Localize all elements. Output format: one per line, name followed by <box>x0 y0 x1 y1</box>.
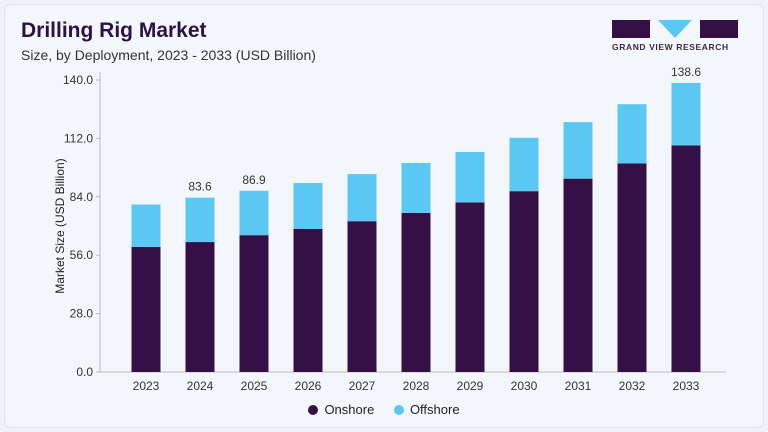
data-label-2033: 138.6 <box>671 65 701 79</box>
bar-onshore-2028 <box>401 212 431 372</box>
bar-onshore-2033 <box>671 145 701 372</box>
grand-view-research-logo <box>612 20 738 38</box>
y-tick-label: 28.0 <box>70 307 94 321</box>
bar-offshore-2030 <box>509 137 539 192</box>
bar-onshore-2026 <box>293 228 323 372</box>
bar-onshore-2029 <box>455 202 485 372</box>
data-label-2024: 83.6 <box>188 180 212 194</box>
legend-swatch-onshore <box>308 404 319 415</box>
bar-offshore-2027 <box>347 174 377 222</box>
x-tick-label: 2029 <box>457 379 484 393</box>
x-tick-label: 2028 <box>403 379 430 393</box>
bar-offshore-2024 <box>185 197 215 243</box>
y-tick-label: 140.0 <box>63 73 93 87</box>
data-label-2025: 86.9 <box>242 173 266 187</box>
bar-onshore-2024 <box>185 242 215 372</box>
bar-offshore-2031 <box>563 122 593 179</box>
x-tick-label: 2025 <box>241 379 268 393</box>
bar-onshore-2031 <box>563 178 593 372</box>
y-tick-label: 56.0 <box>70 248 94 262</box>
y-tick-label: 112.0 <box>64 131 93 145</box>
chart-subtitle: Size, by Deployment, 2023 - 2033 (USD Bi… <box>21 47 316 63</box>
bar-offshore-2026 <box>293 183 323 229</box>
legend: Onshore Offshore <box>0 402 768 418</box>
bar-offshore-2025 <box>239 190 269 236</box>
x-tick-label: 2032 <box>619 379 646 393</box>
x-tick-label: 2023 <box>133 379 160 393</box>
bar-offshore-2028 <box>401 163 431 213</box>
x-tick-label: 2027 <box>349 379 376 393</box>
y-axis-title: Market Size (USD Billion) <box>53 158 67 293</box>
bar-onshore-2025 <box>239 235 269 372</box>
x-tick-label: 2031 <box>565 379 592 393</box>
y-tick-label: 0.0 <box>76 365 93 379</box>
x-tick-label: 2033 <box>673 379 700 393</box>
x-tick-label: 2026 <box>295 379 322 393</box>
bar-onshore-2027 <box>347 221 377 372</box>
legend-label-offshore: Offshore <box>409 402 460 417</box>
bar-offshore-2032 <box>617 104 647 164</box>
bar-onshore-2030 <box>509 191 539 372</box>
bar-offshore-2023 <box>131 204 161 247</box>
bar-onshore-2032 <box>617 163 647 372</box>
bar-onshore-2023 <box>131 246 161 372</box>
legend-swatch-offshore <box>393 404 404 415</box>
chart-title: Drilling Rig Market <box>21 19 207 42</box>
y-tick-label: 84.0 <box>70 190 94 204</box>
bar-offshore-2033 <box>671 82 701 146</box>
legend-item-onshore[interactable]: Onshore <box>308 402 374 417</box>
bar-offshore-2029 <box>455 151 485 203</box>
x-tick-label: 2024 <box>187 379 214 393</box>
x-tick-label: 2030 <box>511 379 538 393</box>
legend-label-onshore: Onshore <box>324 402 375 417</box>
legend-item-offshore[interactable]: Offshore <box>393 402 460 417</box>
logo-text: GRAND VIEW RESEARCH <box>612 42 729 52</box>
